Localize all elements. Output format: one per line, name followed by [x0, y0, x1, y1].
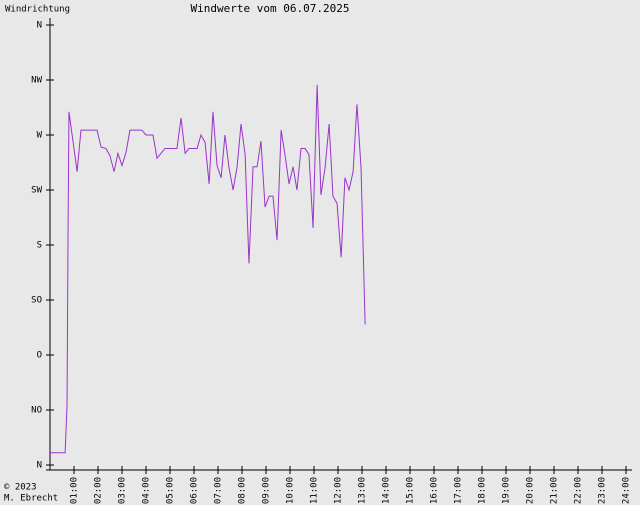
y-tick-label: S	[37, 241, 42, 251]
y-tick-label: NO	[31, 406, 42, 416]
x-tick-label: 06:00	[190, 477, 200, 504]
x-tick-label: 02:00	[94, 477, 104, 504]
x-tick-label: 24:00	[622, 477, 632, 504]
x-tick-label: 13:00	[358, 477, 368, 504]
y-tick-label: SO	[31, 296, 42, 306]
data-line	[50, 84, 366, 454]
x-tick-label: 01:00	[70, 477, 80, 504]
x-tick-label: 05:00	[166, 477, 176, 504]
x-tick-label: 08:00	[238, 477, 248, 504]
x-tick-label: 20:00	[526, 477, 536, 504]
x-tick-label: 09:00	[262, 477, 272, 504]
x-tick-label: 16:00	[430, 477, 440, 504]
x-tick-label: 11:00	[310, 477, 320, 504]
author: M. Ebrecht	[4, 494, 58, 504]
x-tick-label: 12:00	[334, 477, 344, 504]
x-tick-label: 19:00	[502, 477, 512, 504]
x-tick-label: 07:00	[214, 477, 224, 504]
x-tick-label: 22:00	[574, 477, 584, 504]
x-tick-label: 03:00	[118, 477, 128, 504]
x-tick-label: 14:00	[382, 477, 392, 504]
x-tick-label: 10:00	[286, 477, 296, 504]
x-tick-label: 18:00	[478, 477, 488, 504]
x-tick-label: 04:00	[142, 477, 152, 504]
y-tick-label: SW	[31, 186, 42, 196]
y-tick-label: N	[37, 461, 42, 471]
x-tick-label: 21:00	[550, 477, 560, 504]
y-axis-label: Windrichtung	[5, 5, 70, 15]
x-tick-label: 23:00	[598, 477, 608, 504]
y-tick-label: N	[37, 21, 42, 31]
y-tick-label: O	[37, 351, 42, 361]
y-tick-label: NW	[31, 76, 42, 86]
x-tick-label: 17:00	[454, 477, 464, 504]
y-tick-label: W	[37, 131, 43, 141]
copyright: © 2023	[4, 483, 37, 493]
x-tick-label: 15:00	[406, 477, 416, 504]
chart-title: Windwerte vom 06.07.2025	[191, 2, 350, 15]
